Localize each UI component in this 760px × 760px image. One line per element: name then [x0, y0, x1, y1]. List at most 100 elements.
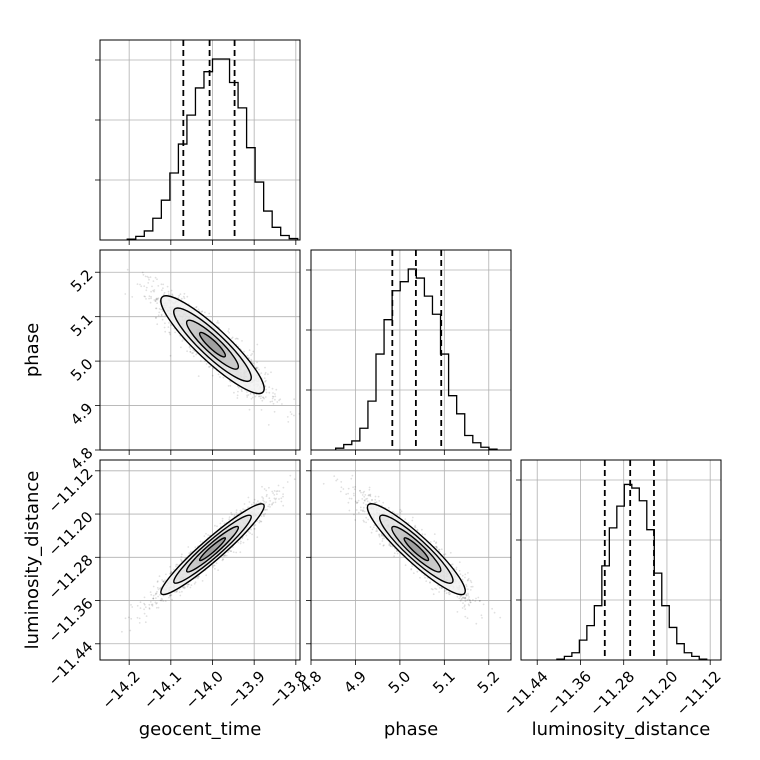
sample-point: [228, 518, 231, 521]
sample-point: [147, 282, 150, 284]
sample-point: [262, 499, 264, 502]
sample-point: [224, 555, 226, 557]
sample-point: [228, 516, 231, 518]
sample-point: [443, 590, 446, 592]
sample-point: [197, 575, 200, 578]
sample-point: [169, 594, 172, 597]
sample-point: [271, 387, 274, 390]
sample-point: [124, 293, 127, 295]
sample-point: [396, 552, 399, 555]
sample-point: [236, 397, 239, 399]
sample-point: [165, 573, 167, 576]
sample-point: [156, 298, 159, 301]
sample-point: [212, 367, 215, 370]
sample-point: [275, 490, 278, 493]
sample-point: [465, 594, 468, 596]
sample-point: [183, 297, 186, 300]
sample-point: [152, 289, 155, 292]
sample-point: [410, 567, 413, 570]
sample-point: [150, 297, 152, 300]
sample-point: [250, 358, 253, 361]
sample-point: [246, 394, 249, 397]
sample-point: [142, 273, 145, 276]
sample-point: [164, 322, 166, 325]
sample-point: [467, 603, 470, 606]
sample-point: [180, 559, 183, 562]
sample-point: [353, 488, 356, 491]
sample-point: [265, 489, 268, 492]
sample-point: [383, 544, 385, 547]
sample-point: [161, 579, 164, 581]
sample-point: [243, 503, 246, 505]
sample-point: [169, 594, 171, 597]
sample-point: [155, 592, 158, 595]
sample-point: [262, 396, 265, 399]
sample-point: [339, 490, 342, 493]
sample-point: [190, 584, 193, 587]
sample-point: [361, 494, 364, 496]
sample-point: [144, 606, 147, 609]
sample-point: [145, 615, 148, 617]
sample-point: [241, 537, 244, 540]
sample-point: [124, 617, 127, 620]
sample-point: [282, 486, 285, 489]
sample-point: [189, 586, 192, 589]
sample-point: [157, 314, 160, 317]
sample-point: [289, 474, 292, 477]
sample-point: [189, 351, 192, 353]
sample-point: [168, 332, 171, 334]
sample-point: [340, 486, 343, 489]
sample-point: [231, 336, 234, 339]
sample-point: [264, 373, 266, 376]
sample-point: [265, 501, 267, 503]
sample-point: [251, 533, 254, 536]
sample-point: [250, 528, 253, 531]
sample-point: [266, 493, 268, 496]
sample-point: [257, 395, 260, 398]
sample-point: [194, 546, 197, 549]
sample-point: [222, 376, 225, 379]
sample-point: [282, 493, 284, 495]
sample-point: [265, 379, 267, 382]
sample-point: [143, 608, 146, 611]
sample-point: [150, 295, 153, 298]
sample-point: [189, 350, 192, 353]
sample-point: [160, 597, 163, 600]
sample-point: [180, 555, 183, 558]
sample-point: [154, 276, 157, 279]
sample-point: [265, 391, 268, 394]
sample-point: [246, 396, 249, 398]
sample-point: [171, 598, 173, 601]
sample-point: [359, 490, 361, 492]
sample-point: [182, 586, 185, 589]
sample-point: [170, 594, 173, 596]
sample-point: [272, 395, 275, 398]
sample-point: [258, 395, 261, 398]
sample-point: [219, 522, 222, 525]
sample-point: [266, 508, 268, 511]
sample-point: [263, 488, 266, 490]
sample-point: [169, 565, 172, 568]
sample-point: [141, 271, 144, 274]
sample-point: [286, 481, 289, 483]
sample-point: [432, 593, 435, 596]
sample-point: [360, 509, 362, 512]
sample-point: [174, 591, 177, 593]
sample-point: [271, 395, 274, 398]
sample-point: [158, 575, 161, 578]
sample-point: [214, 567, 216, 570]
sample-point: [470, 581, 473, 584]
sample-point: [275, 497, 278, 500]
sample-point: [421, 528, 423, 531]
sample-point: [162, 580, 165, 583]
sample-point: [411, 516, 414, 519]
sample-point: [215, 562, 218, 565]
sample-point: [262, 497, 265, 500]
sample-point: [350, 497, 353, 500]
sample-point: [459, 573, 462, 576]
sample-point: [263, 515, 265, 517]
sample-point: [205, 574, 208, 577]
sample-point: [435, 542, 437, 545]
sample-point: [181, 340, 184, 342]
sample-point: [182, 586, 185, 589]
